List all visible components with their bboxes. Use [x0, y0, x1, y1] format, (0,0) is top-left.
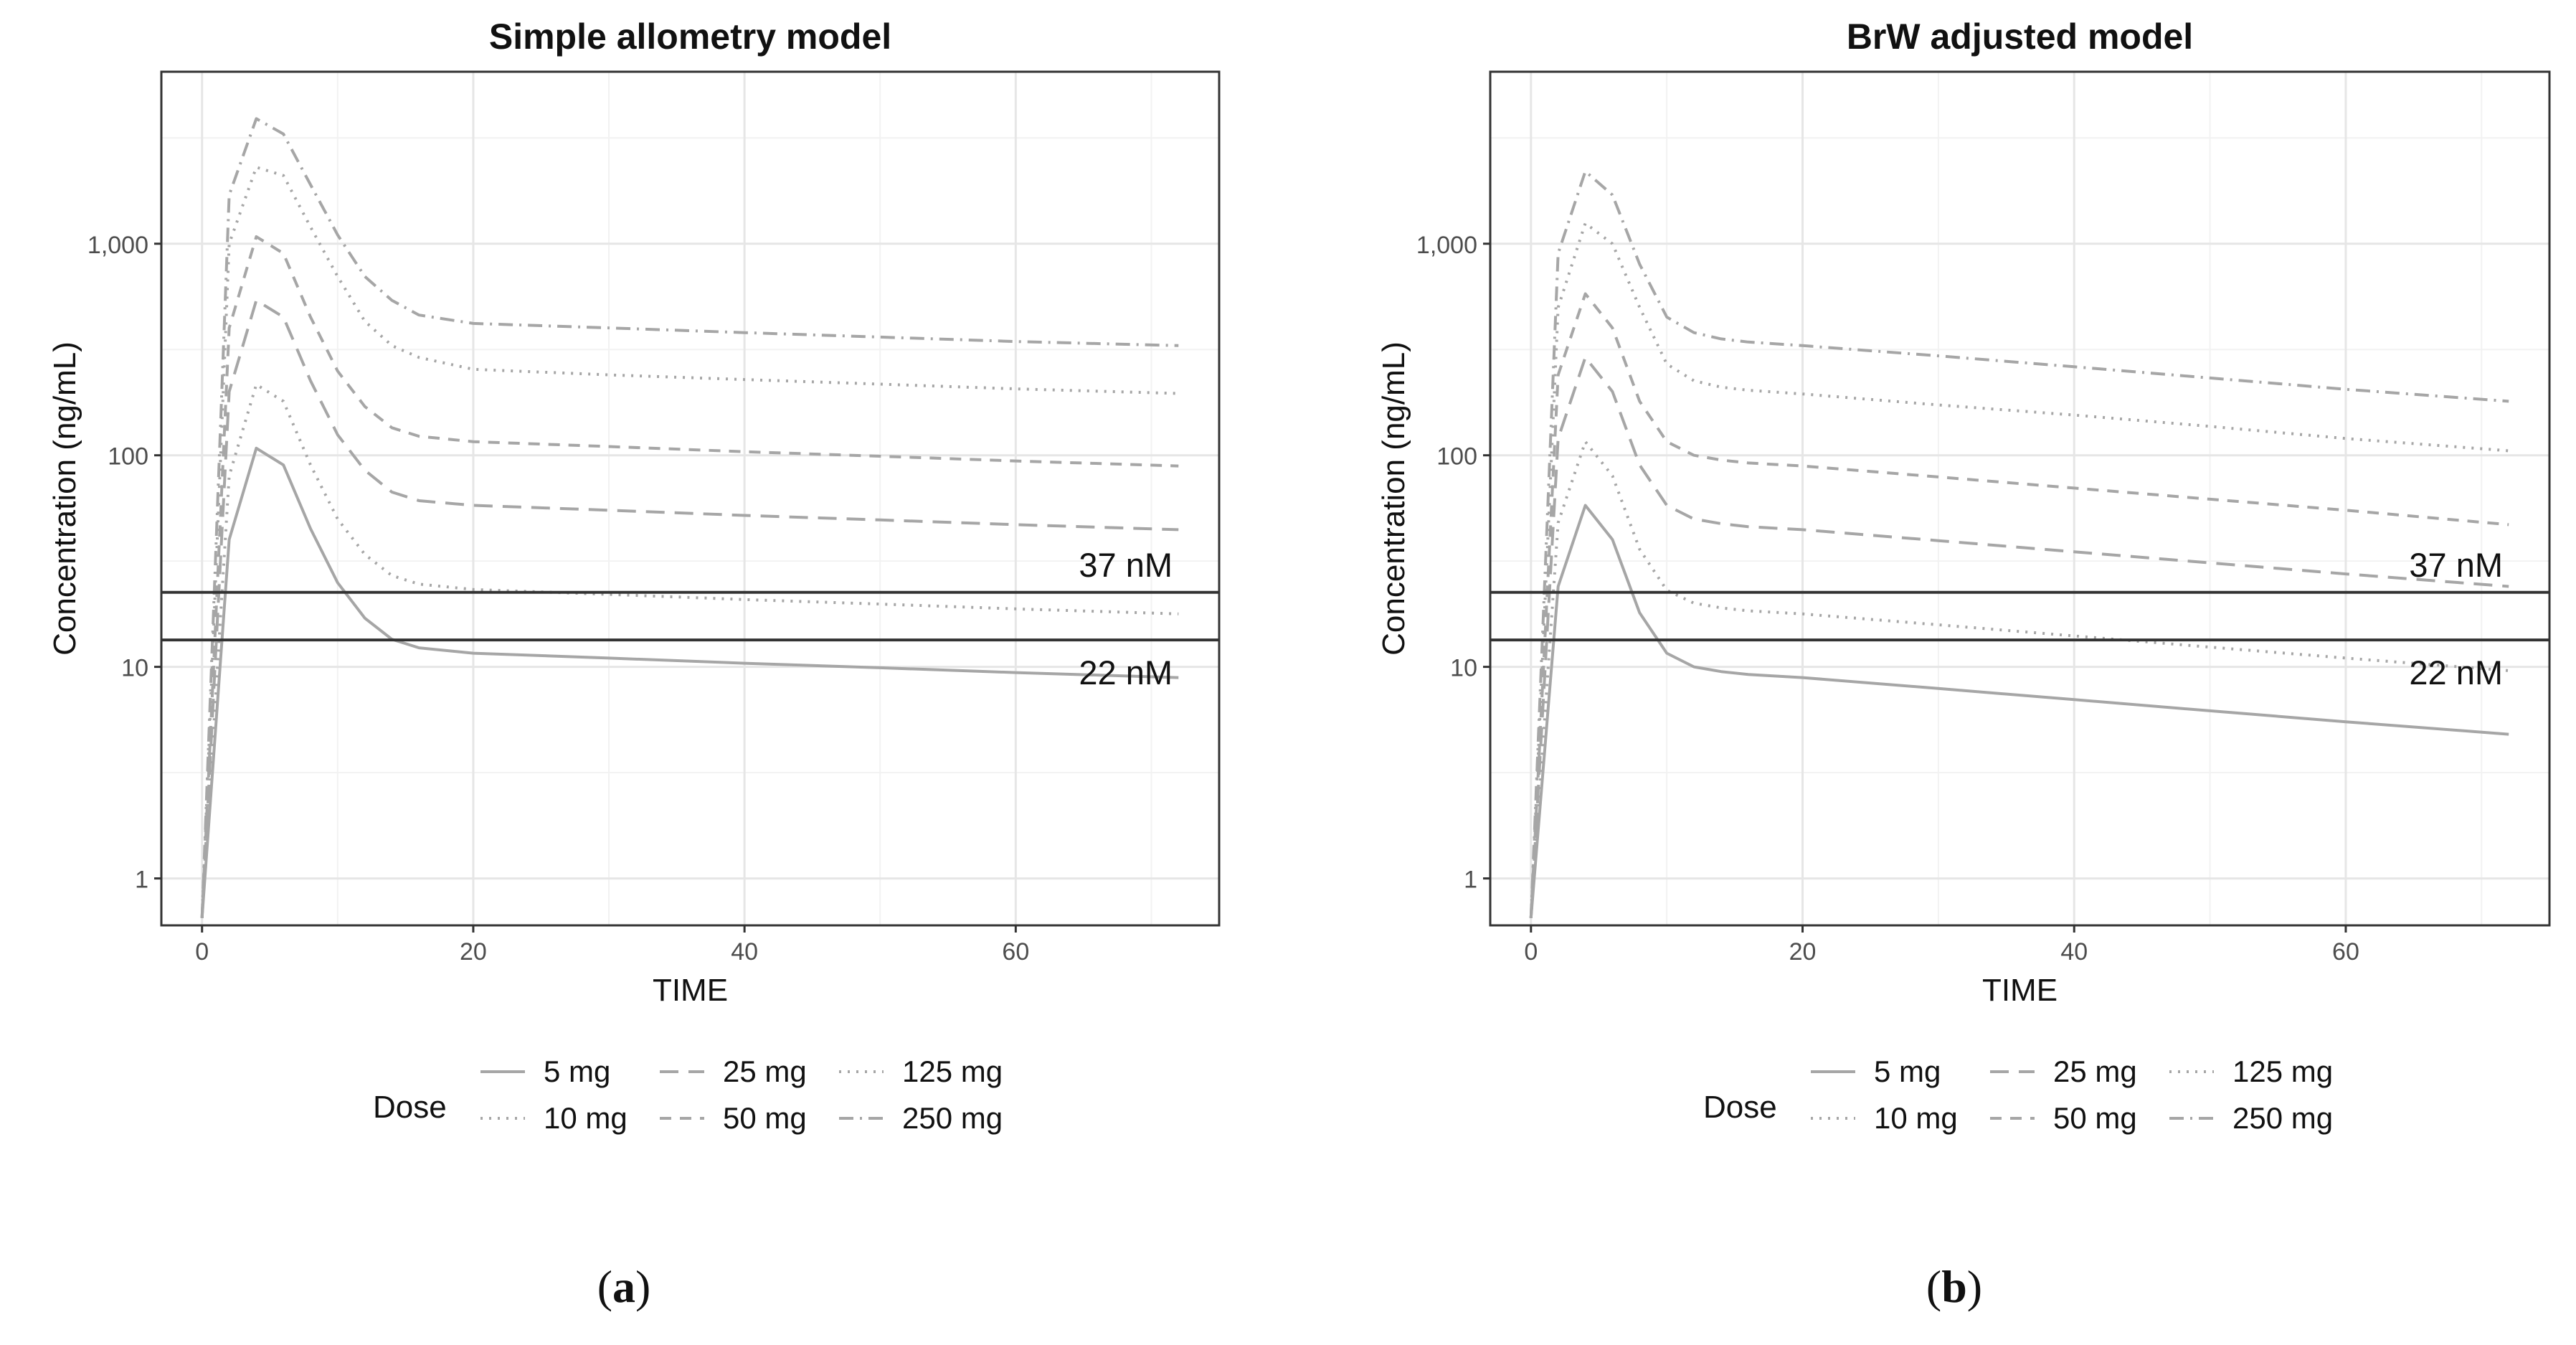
legend: Dose 5 mg 25 mg 125 mg 10 mg 50 mg 250 mg	[373, 1054, 1003, 1135]
x-axis-label: TIME	[653, 973, 728, 1008]
series-line-250mg	[1529, 169, 2509, 918]
reference-line-label: 37 nM	[2409, 546, 2503, 584]
x-tick-label: 60	[2332, 938, 2359, 966]
series-line-50mg	[1529, 292, 2509, 918]
series-line-10mg	[1529, 440, 2509, 918]
x-tick-label: 60	[1002, 938, 1029, 966]
legend-label: 5 mg	[1874, 1054, 1941, 1088]
panel-label: (a)	[597, 1261, 651, 1312]
legend-item: 125 mg	[2169, 1054, 2333, 1088]
y-axis-label: Concentration (ng/mL)	[1376, 341, 1411, 656]
x-tick-label: 40	[2060, 938, 2088, 966]
y-tick-label: 10	[1450, 655, 1477, 682]
series-line-25mg	[200, 298, 1179, 918]
y-tick-label: 1,000	[87, 232, 148, 259]
plot-border	[1489, 70, 2551, 927]
legend-title: Dose	[373, 1090, 447, 1125]
legend-label: 125 mg	[2232, 1054, 2333, 1088]
legend-item: 250 mg	[2169, 1101, 2333, 1135]
series-line-5mg	[1529, 504, 2509, 918]
legend: Dose 5 mg 25 mg 125 mg 10 mg 50 mg 250 mg	[1703, 1054, 2333, 1135]
legend-item: 125 mg	[839, 1054, 1003, 1088]
legend-item: 10 mg	[480, 1101, 628, 1135]
y-tick-label: 1	[135, 867, 148, 894]
legend-title: Dose	[1703, 1090, 1777, 1125]
legend-label: 250 mg	[2232, 1101, 2333, 1135]
x-axis-label: TIME	[1982, 973, 2058, 1008]
x-tick-label: 20	[460, 938, 487, 966]
chart-title: BrW adjusted model	[1847, 16, 2193, 57]
legend-label: 10 mg	[544, 1101, 628, 1135]
legend-label: 25 mg	[723, 1054, 807, 1088]
legend-item: 250 mg	[839, 1101, 1003, 1135]
plot-area	[1490, 72, 2549, 925]
series-line-25mg	[1529, 356, 2509, 918]
reference-line-label: 22 nM	[2409, 653, 2503, 692]
legend-item: 5 mg	[1811, 1054, 1941, 1088]
plot-border	[160, 70, 1221, 927]
legend-label: 125 mg	[902, 1054, 1003, 1088]
legend-item: 25 mg	[1990, 1054, 2137, 1088]
x-tick-label: 0	[195, 938, 209, 966]
legend-item: 50 mg	[1990, 1101, 2137, 1135]
x-tick-label: 40	[731, 938, 758, 966]
chart-panel-a: 37 nM 22 nM 1 10 100 1,000 0 20 40 60 Simple allom…	[47, 16, 1221, 1312]
panel-label: (b)	[1926, 1261, 1982, 1312]
y-tick-label: 100	[108, 443, 148, 471]
reference-line-label: 37 nM	[1079, 546, 1173, 584]
legend-label: 25 mg	[2053, 1054, 2137, 1088]
legend-item: 5 mg	[480, 1054, 610, 1088]
y-axis-label: Concentration (ng/mL)	[47, 341, 82, 656]
legend-label: 5 mg	[544, 1054, 610, 1088]
legend-item: 25 mg	[660, 1054, 807, 1088]
chart-panel-b: 37 nM 22 nM 1 10 100 1,000 0 20 40 60 BrW adjusted…	[1376, 16, 2551, 1312]
chart-title: Simple allometry model	[489, 16, 891, 57]
y-tick-label: 10	[121, 655, 148, 682]
legend-label: 50 mg	[2053, 1101, 2137, 1135]
x-tick-label: 20	[1789, 938, 1817, 966]
series-line-125mg	[1529, 222, 2509, 918]
series-line-10mg	[200, 383, 1179, 918]
legend-label: 250 mg	[902, 1101, 1003, 1135]
y-tick-label: 1,000	[1416, 232, 1477, 259]
series-line-50mg	[200, 235, 1179, 918]
reference-line-label: 22 nM	[1079, 653, 1173, 692]
legend-label: 10 mg	[1874, 1101, 1958, 1135]
y-tick-label: 100	[1436, 443, 1477, 471]
legend-item: 10 mg	[1811, 1101, 1958, 1135]
series-line-250mg	[200, 117, 1179, 918]
legend-item: 50 mg	[660, 1101, 807, 1135]
plot-area	[161, 72, 1219, 925]
legend-label: 50 mg	[723, 1101, 807, 1135]
y-tick-label: 1	[1464, 867, 1477, 894]
x-tick-label: 0	[1524, 938, 1538, 966]
